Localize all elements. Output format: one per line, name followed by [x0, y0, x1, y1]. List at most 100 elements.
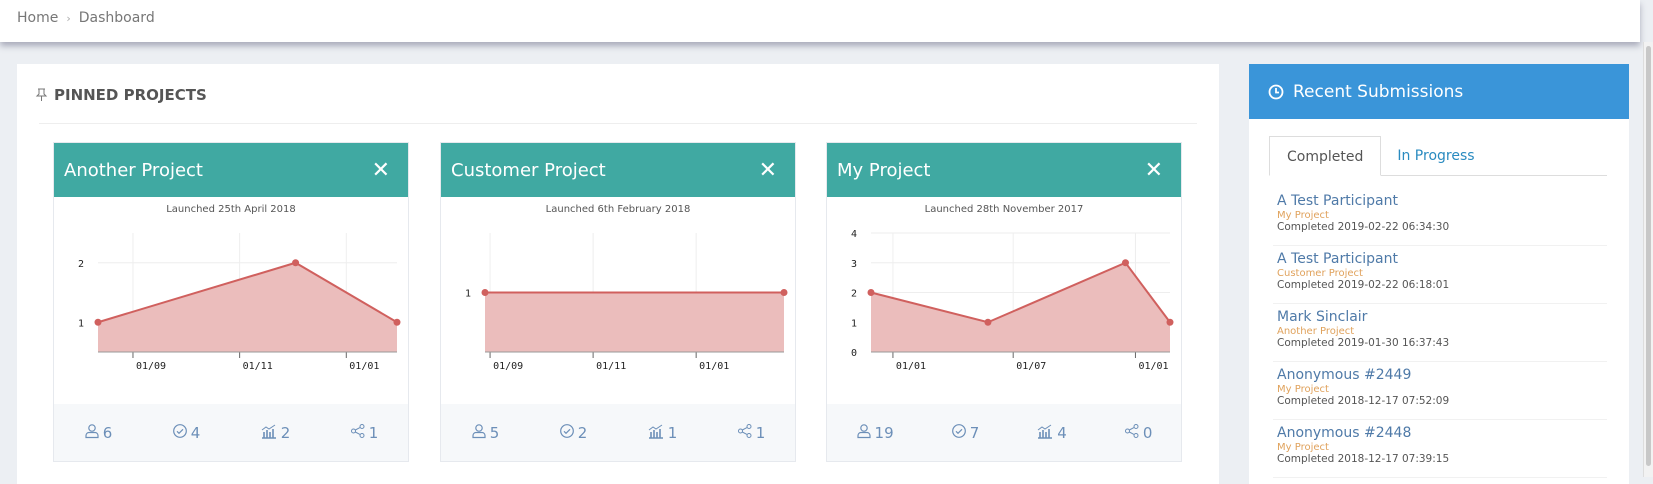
- stat-completed-value: 7: [969, 423, 980, 442]
- x-tick-label: 01/11: [243, 361, 273, 372]
- project-stats: 19 7 4 0: [827, 404, 1181, 461]
- chart-bars-icon: [1036, 423, 1054, 443]
- project-card-header: Customer Project ✕: [441, 143, 795, 197]
- completed-time: Completed 2018-12-17 07:39:15: [1277, 453, 1450, 465]
- stat-participants-value: 5: [489, 423, 500, 442]
- data-point: [481, 289, 489, 296]
- participant-name[interactable]: A Test Participant: [1277, 251, 1398, 267]
- data-point: [780, 289, 788, 296]
- stat-participants[interactable]: 19: [856, 423, 894, 443]
- y-tick-label: 3: [851, 259, 857, 270]
- stat-shares[interactable]: 1: [350, 423, 379, 443]
- x-tick-label: 01/09: [136, 361, 166, 372]
- submission-item[interactable]: A Test Participant My Project Completed …: [1273, 188, 1607, 246]
- stat-reports[interactable]: 4: [1036, 423, 1067, 443]
- area-fill: [485, 292, 784, 352]
- breadcrumb-home[interactable]: Home: [17, 10, 59, 26]
- data-point: [1121, 259, 1129, 267]
- pinned-projects-heading: PINNED PROJECTS: [35, 86, 207, 104]
- submission-item[interactable]: Anonymous #2448 My Project Completed 201…: [1273, 420, 1607, 478]
- project-card: My Project ✕ Launched 28th November 2017…: [826, 142, 1182, 462]
- x-tick-label: 01/01: [896, 361, 926, 372]
- stat-completed[interactable]: 7: [951, 423, 980, 443]
- user-icon: [84, 423, 100, 443]
- stat-shares-value: 1: [368, 423, 379, 442]
- close-icon[interactable]: ✕: [1144, 157, 1163, 183]
- pinned-projects-panel: PINNED PROJECTS Another Project ✕ Launch…: [17, 64, 1219, 484]
- participant-name[interactable]: A Test Participant: [1277, 193, 1398, 209]
- launch-date: Launched 28th November 2017: [924, 204, 1084, 215]
- stat-completed-value: 2: [577, 423, 588, 442]
- y-tick-label: 1: [78, 318, 84, 329]
- project-name: My Project: [1277, 442, 1329, 453]
- stat-reports-value: 2: [280, 423, 291, 442]
- project-title[interactable]: Another Project: [64, 159, 203, 181]
- stat-reports[interactable]: 2: [260, 423, 291, 443]
- recent-submissions-panel: Recent Submissions Completed In Progress…: [1249, 64, 1629, 484]
- area-fill: [871, 262, 1170, 352]
- stat-shares[interactable]: 1: [737, 423, 766, 443]
- completed-time: Completed 2019-01-30 16:37:43: [1277, 337, 1450, 349]
- launch-date: Launched 25th April 2018: [166, 204, 296, 215]
- scrollbar-thumb[interactable]: [1646, 46, 1651, 466]
- breadcrumb-dashboard: Dashboard: [78, 10, 155, 26]
- chart-bars-icon: [260, 423, 278, 443]
- submission-item[interactable]: Mark Sinclair Another Project Completed …: [1273, 304, 1607, 362]
- project-card-header: Another Project ✕: [54, 143, 408, 197]
- data-point: [94, 318, 102, 326]
- participant-name[interactable]: Mark Sinclair: [1277, 309, 1368, 325]
- submission-item[interactable]: Anonymous #2449 My Project Completed 201…: [1273, 362, 1607, 420]
- pinned-projects-title: PINNED PROJECTS: [54, 86, 207, 104]
- data-point: [1166, 318, 1174, 326]
- divider: [39, 123, 1197, 124]
- recent-submissions-title: Recent Submissions: [1293, 81, 1464, 102]
- launch-date: Launched 6th February 2018: [545, 204, 691, 215]
- project-card: Customer Project ✕ Launched 6th February…: [440, 142, 796, 462]
- project-title[interactable]: Customer Project: [451, 159, 606, 181]
- project-card: Another Project ✕ Launched 25th April 20…: [53, 142, 409, 462]
- stat-completed[interactable]: 4: [172, 423, 201, 443]
- tab-in-progress[interactable]: In Progress: [1397, 148, 1475, 164]
- y-tick-label: 0: [851, 348, 857, 359]
- project-stats: 6 4 2 1: [54, 404, 408, 461]
- completed-time: Completed 2019-02-22 06:34:30: [1277, 221, 1450, 233]
- participant-name[interactable]: Anonymous #2448: [1277, 425, 1412, 441]
- chevron-right-icon: ›: [66, 11, 71, 25]
- participant-name[interactable]: Anonymous #2449: [1277, 367, 1412, 383]
- stat-participants[interactable]: 5: [471, 423, 500, 443]
- x-tick-label: 01/01: [349, 361, 379, 372]
- y-tick-label: 4: [851, 229, 857, 240]
- share-icon: [350, 423, 366, 443]
- stat-reports[interactable]: 1: [647, 423, 677, 443]
- breadcrumb: Home › Dashboard: [17, 10, 155, 26]
- stat-completed[interactable]: 2: [559, 423, 588, 443]
- recent-submissions-header: Recent Submissions: [1249, 64, 1629, 119]
- vertical-scrollbar[interactable]: [1643, 42, 1653, 477]
- x-tick-label: 01/01: [1138, 361, 1168, 372]
- project-stats: 5 2 1 1: [441, 404, 795, 461]
- tab-completed[interactable]: Completed: [1269, 136, 1382, 176]
- stat-completed-value: 4: [190, 423, 201, 442]
- stat-shares[interactable]: 0: [1124, 423, 1153, 443]
- x-tick-label: 01/09: [493, 361, 523, 372]
- stat-shares-value: 0: [1142, 423, 1153, 442]
- y-tick-label: 1: [465, 289, 471, 300]
- x-tick-label: 01/11: [596, 361, 626, 372]
- close-icon[interactable]: ✕: [758, 157, 777, 183]
- pin-icon: [35, 88, 48, 101]
- y-tick-label: 2: [851, 289, 857, 300]
- user-icon: [856, 423, 872, 443]
- stat-shares-value: 1: [755, 423, 766, 442]
- x-tick-label: 01/07: [1016, 361, 1046, 372]
- stat-participants[interactable]: 6: [84, 423, 112, 443]
- top-bar: Home › Dashboard: [0, 0, 1640, 42]
- series-line: [870, 261, 1171, 324]
- submission-item[interactable]: A Test Participant Customer Project Comp…: [1273, 246, 1607, 304]
- area-fill: [98, 262, 397, 352]
- project-title[interactable]: My Project: [837, 159, 931, 181]
- check-circle-icon: [951, 423, 967, 443]
- project-name: Customer Project: [1277, 268, 1363, 279]
- project-chart: 01/01 01/07 01/01 0 1 2 3 4: [851, 229, 1174, 372]
- y-tick-label: 2: [78, 259, 84, 270]
- close-icon[interactable]: ✕: [371, 157, 390, 183]
